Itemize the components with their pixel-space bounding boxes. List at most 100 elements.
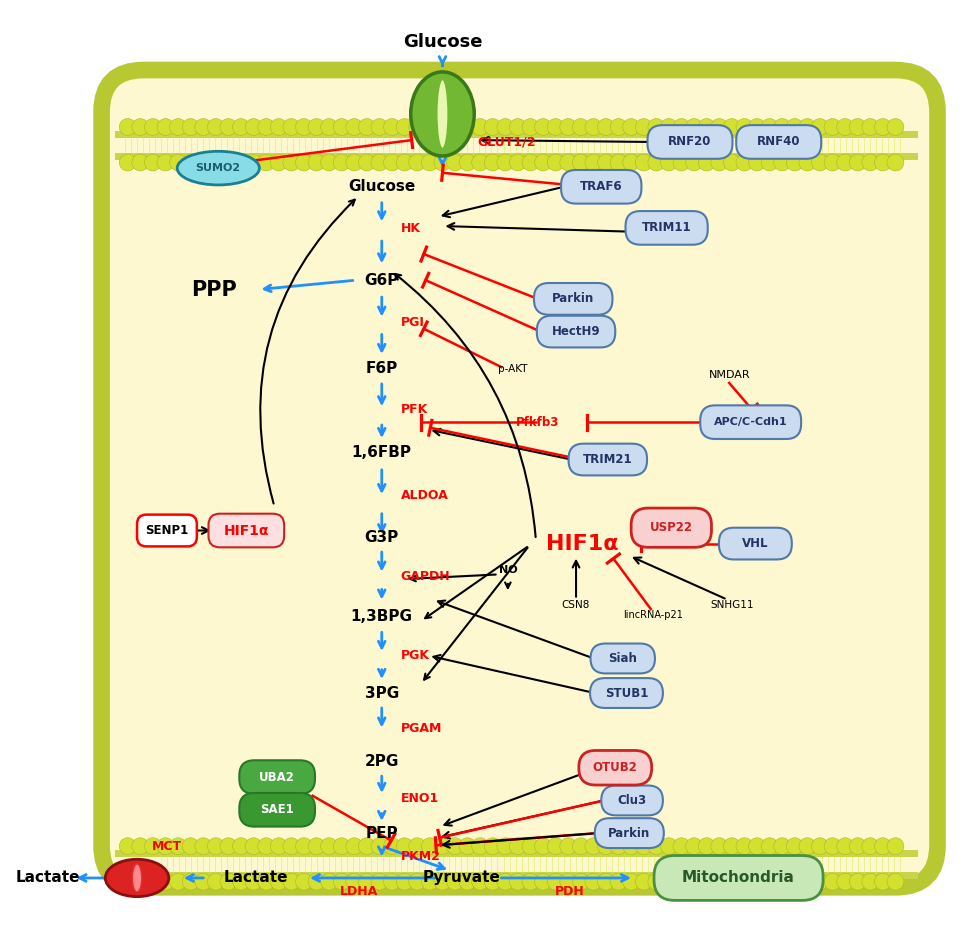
Circle shape bbox=[673, 154, 690, 171]
Circle shape bbox=[812, 119, 828, 135]
Circle shape bbox=[686, 154, 703, 171]
Circle shape bbox=[610, 838, 627, 855]
Circle shape bbox=[296, 838, 312, 855]
Circle shape bbox=[623, 154, 640, 171]
Text: Pyruvate: Pyruvate bbox=[422, 870, 500, 885]
Circle shape bbox=[484, 119, 501, 135]
Text: GAPDH: GAPDH bbox=[400, 570, 450, 583]
Text: SAE1: SAE1 bbox=[261, 803, 294, 816]
Ellipse shape bbox=[411, 72, 474, 156]
Text: 1,6FBP: 1,6FBP bbox=[352, 446, 412, 460]
Circle shape bbox=[245, 873, 262, 890]
FancyBboxPatch shape bbox=[647, 125, 733, 159]
Circle shape bbox=[799, 154, 816, 171]
Circle shape bbox=[686, 873, 703, 890]
Circle shape bbox=[371, 119, 388, 135]
Circle shape bbox=[749, 154, 766, 171]
Text: PEP: PEP bbox=[365, 826, 398, 841]
Circle shape bbox=[522, 838, 539, 855]
Text: ENO1: ENO1 bbox=[400, 792, 439, 805]
Circle shape bbox=[711, 119, 728, 135]
FancyBboxPatch shape bbox=[654, 856, 823, 900]
Circle shape bbox=[384, 838, 400, 855]
Circle shape bbox=[598, 873, 614, 890]
Circle shape bbox=[824, 838, 841, 855]
Circle shape bbox=[736, 119, 753, 135]
Circle shape bbox=[132, 154, 148, 171]
Text: 1,3BPG: 1,3BPG bbox=[351, 609, 413, 624]
Circle shape bbox=[170, 838, 186, 855]
Text: SNHG11: SNHG11 bbox=[710, 601, 754, 610]
Circle shape bbox=[245, 119, 262, 135]
Circle shape bbox=[774, 119, 791, 135]
Circle shape bbox=[459, 119, 476, 135]
FancyBboxPatch shape bbox=[561, 170, 641, 204]
Circle shape bbox=[749, 838, 766, 855]
FancyBboxPatch shape bbox=[601, 785, 663, 815]
FancyBboxPatch shape bbox=[569, 444, 647, 475]
Circle shape bbox=[170, 119, 186, 135]
Circle shape bbox=[711, 838, 728, 855]
Circle shape bbox=[459, 873, 476, 890]
Circle shape bbox=[661, 154, 677, 171]
Circle shape bbox=[258, 119, 274, 135]
Circle shape bbox=[459, 838, 476, 855]
Circle shape bbox=[648, 873, 665, 890]
Circle shape bbox=[144, 154, 161, 171]
Circle shape bbox=[686, 119, 703, 135]
Circle shape bbox=[787, 873, 803, 890]
Circle shape bbox=[610, 119, 627, 135]
Circle shape bbox=[132, 119, 148, 135]
Circle shape bbox=[787, 154, 803, 171]
Circle shape bbox=[724, 154, 740, 171]
Circle shape bbox=[422, 119, 438, 135]
Circle shape bbox=[874, 154, 891, 171]
Circle shape bbox=[195, 154, 211, 171]
FancyBboxPatch shape bbox=[578, 751, 652, 785]
Text: UBA2: UBA2 bbox=[260, 771, 296, 784]
Circle shape bbox=[119, 873, 136, 890]
Circle shape bbox=[258, 838, 274, 855]
Text: lincRNA-p21: lincRNA-p21 bbox=[623, 610, 682, 619]
Circle shape bbox=[686, 838, 703, 855]
Circle shape bbox=[699, 873, 715, 890]
Circle shape bbox=[258, 873, 274, 890]
Circle shape bbox=[836, 154, 854, 171]
Circle shape bbox=[396, 838, 413, 855]
Circle shape bbox=[560, 873, 577, 890]
Circle shape bbox=[774, 838, 791, 855]
Circle shape bbox=[874, 119, 891, 135]
Circle shape bbox=[422, 154, 438, 171]
Circle shape bbox=[434, 154, 451, 171]
Circle shape bbox=[762, 873, 778, 890]
Circle shape bbox=[144, 119, 161, 135]
Circle shape bbox=[484, 873, 501, 890]
Circle shape bbox=[861, 838, 879, 855]
FancyBboxPatch shape bbox=[208, 514, 284, 547]
Circle shape bbox=[510, 838, 526, 855]
Circle shape bbox=[283, 154, 299, 171]
Text: G3P: G3P bbox=[364, 530, 399, 545]
Circle shape bbox=[119, 119, 136, 135]
Circle shape bbox=[887, 119, 904, 135]
Circle shape bbox=[522, 119, 539, 135]
Circle shape bbox=[724, 119, 740, 135]
Text: ALDOA: ALDOA bbox=[400, 488, 449, 502]
Text: PGI: PGI bbox=[400, 316, 424, 329]
Circle shape bbox=[623, 119, 640, 135]
Circle shape bbox=[560, 838, 577, 855]
Circle shape bbox=[157, 119, 173, 135]
FancyBboxPatch shape bbox=[239, 793, 315, 827]
Circle shape bbox=[195, 873, 211, 890]
Circle shape bbox=[887, 873, 904, 890]
Circle shape bbox=[636, 154, 652, 171]
FancyBboxPatch shape bbox=[595, 818, 664, 848]
Circle shape bbox=[245, 838, 262, 855]
Text: TRIM21: TRIM21 bbox=[583, 453, 633, 466]
Circle shape bbox=[220, 119, 236, 135]
Circle shape bbox=[384, 154, 400, 171]
Text: GLUT1/2: GLUT1/2 bbox=[477, 135, 536, 149]
Circle shape bbox=[573, 119, 589, 135]
Circle shape bbox=[598, 119, 614, 135]
Circle shape bbox=[371, 154, 388, 171]
